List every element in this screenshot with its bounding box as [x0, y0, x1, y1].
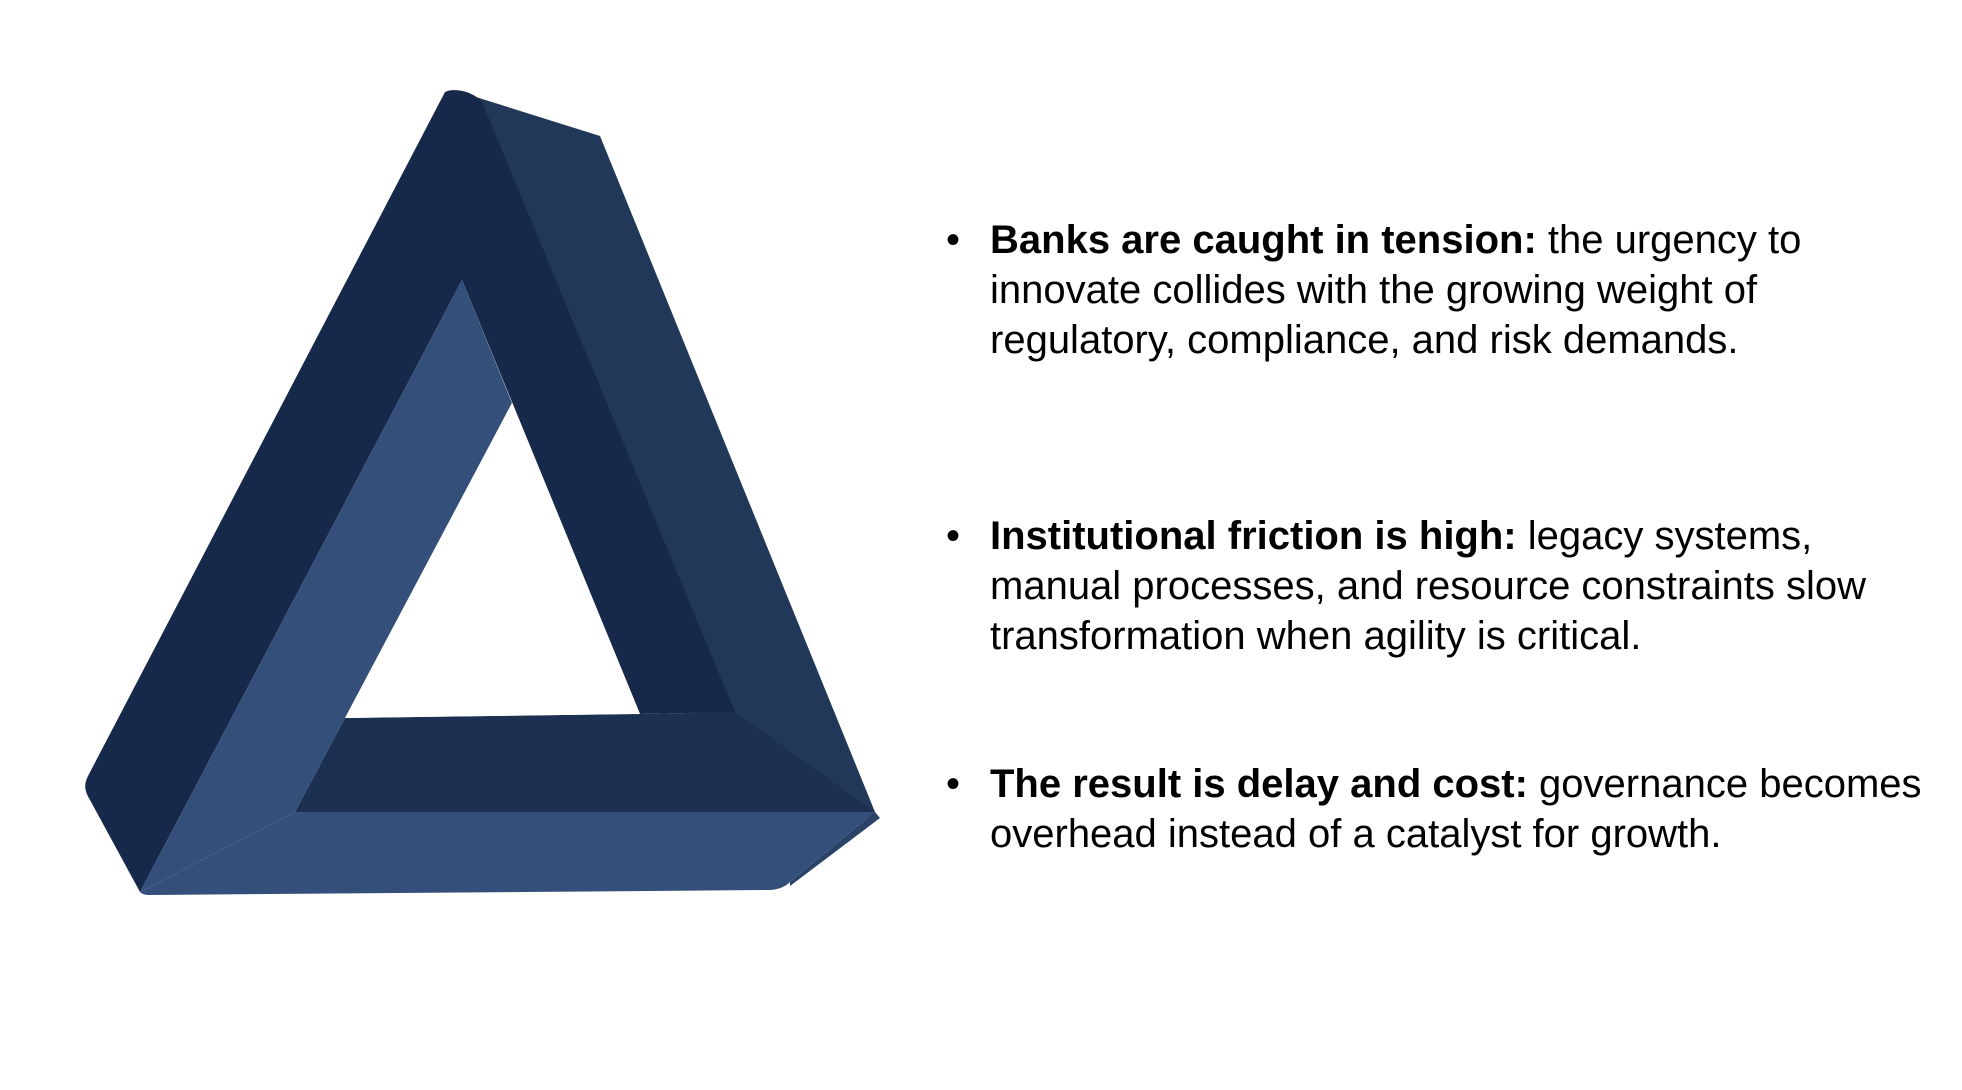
bullet-marker: •	[945, 514, 960, 558]
triangle-bottom-face	[140, 812, 875, 895]
triangle-hole	[345, 403, 640, 718]
triangle-inner-bottom-face	[295, 712, 875, 812]
bullet-item: • The result is delay and cost: governan…	[938, 759, 1948, 859]
triangle-left-face	[85, 90, 735, 893]
bullet-item: • Institutional friction is high: legacy…	[938, 511, 1948, 661]
triangle-right-face	[460, 92, 875, 818]
bullet-body-text: governance becomes overhead instead of a…	[990, 762, 1922, 856]
bullet-list: • Banks are caught in tension: the urgen…	[938, 215, 1948, 1005]
bullet-marker: •	[945, 218, 960, 262]
bullet-lead-text: Institutional friction is high:	[990, 514, 1517, 558]
bullet-body-text: the urgency to innovate collides with th…	[990, 218, 1802, 362]
bullet-lead-text: Banks are caught in tension:	[990, 218, 1537, 262]
bullet-lead-text: The result is delay and cost:	[990, 762, 1528, 806]
bullet-body-text: legacy systems, manual processes, and re…	[990, 514, 1866, 658]
bullet-marker: •	[945, 762, 960, 806]
bullet-item: • Banks are caught in tension: the urgen…	[938, 215, 1948, 365]
impossible-triangle-graphic	[85, 90, 880, 895]
triangle-inner-left-face	[140, 280, 512, 892]
triangle-corner-bevel	[790, 812, 880, 886]
